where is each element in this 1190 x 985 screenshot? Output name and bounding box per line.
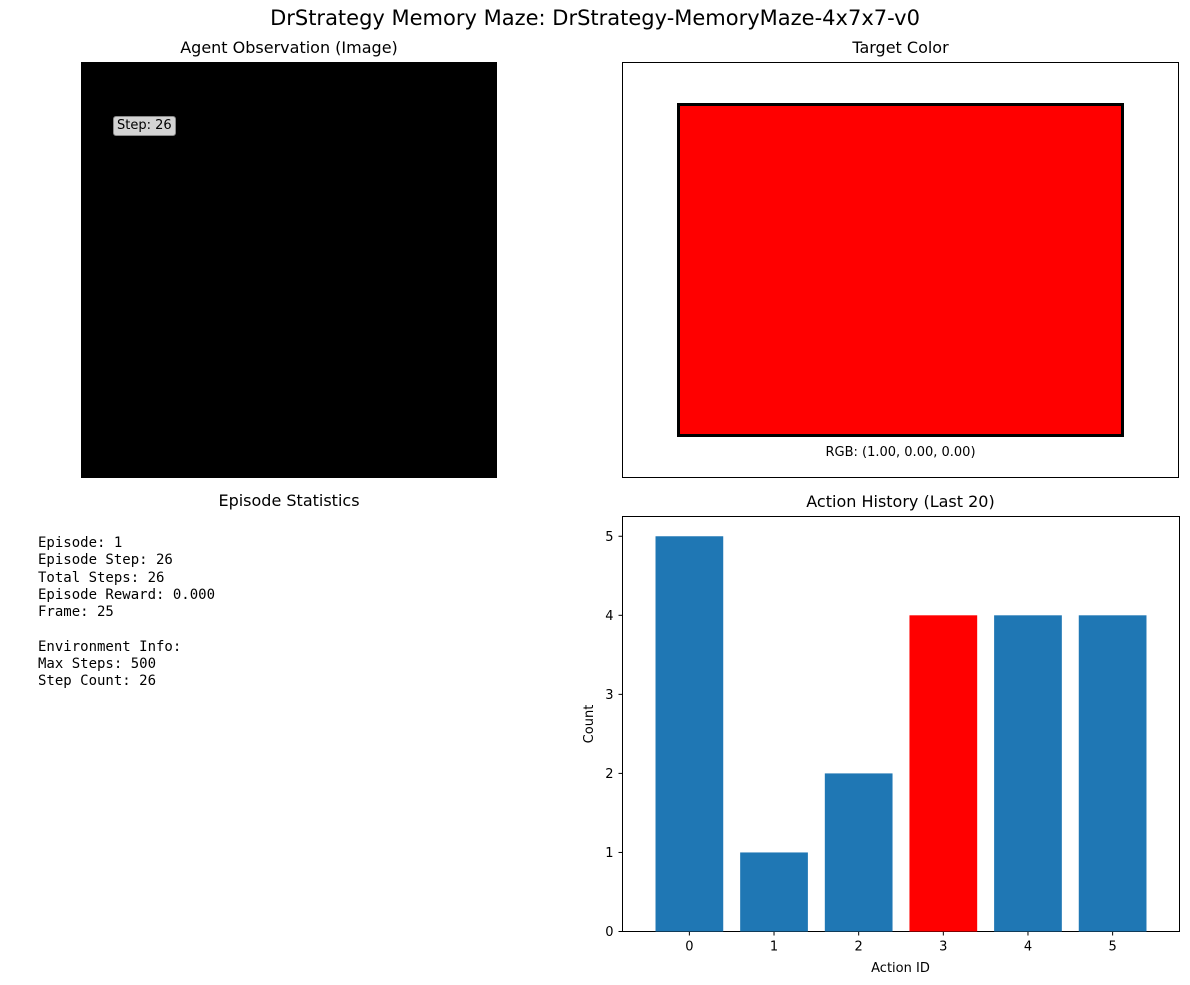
x-tick-label: 2 [855, 940, 863, 955]
bar-action-1 [740, 852, 808, 932]
target-color-swatch [677, 103, 1124, 437]
observation-title: Agent Observation (Image) [180, 38, 398, 57]
x-tick-label: 1 [770, 940, 778, 955]
y-tick-label: 0 [605, 925, 613, 940]
bar-action-0 [655, 536, 724, 932]
y-tick-label: 2 [605, 767, 613, 782]
step-badge: Step: 26 [113, 116, 176, 136]
bar-action-2 [824, 773, 893, 932]
x-tick-label: 4 [1024, 940, 1032, 955]
chart-title: Action History (Last 20) [806, 492, 994, 511]
y-tick-label: 1 [605, 846, 613, 861]
x-tick-label: 5 [1108, 940, 1116, 955]
chart-ylabel: Count [582, 705, 597, 744]
bar-action-4 [994, 615, 1062, 932]
figure-suptitle: DrStrategy Memory Maze: DrStrategy-Memor… [270, 6, 920, 30]
x-tick-label: 3 [939, 940, 947, 955]
chart-axes-frame [622, 516, 1180, 932]
y-tick-label: 5 [605, 530, 613, 545]
x-tick-label: 0 [685, 940, 693, 955]
episode-stats-text: Episode: 1 Episode Step: 26 Total Steps:… [38, 535, 216, 690]
y-tick-label: 3 [605, 688, 613, 703]
chart-xlabel: Action ID [871, 961, 930, 976]
target-color-title: Target Color [852, 38, 949, 57]
bar-action-3 [909, 615, 978, 932]
target-rgb-label: RGB: (1.00, 0.00, 0.00) [825, 445, 976, 460]
episode-stats-title: Episode Statistics [218, 491, 360, 510]
bar-action-5 [1078, 615, 1147, 932]
y-tick-label: 4 [605, 609, 613, 624]
